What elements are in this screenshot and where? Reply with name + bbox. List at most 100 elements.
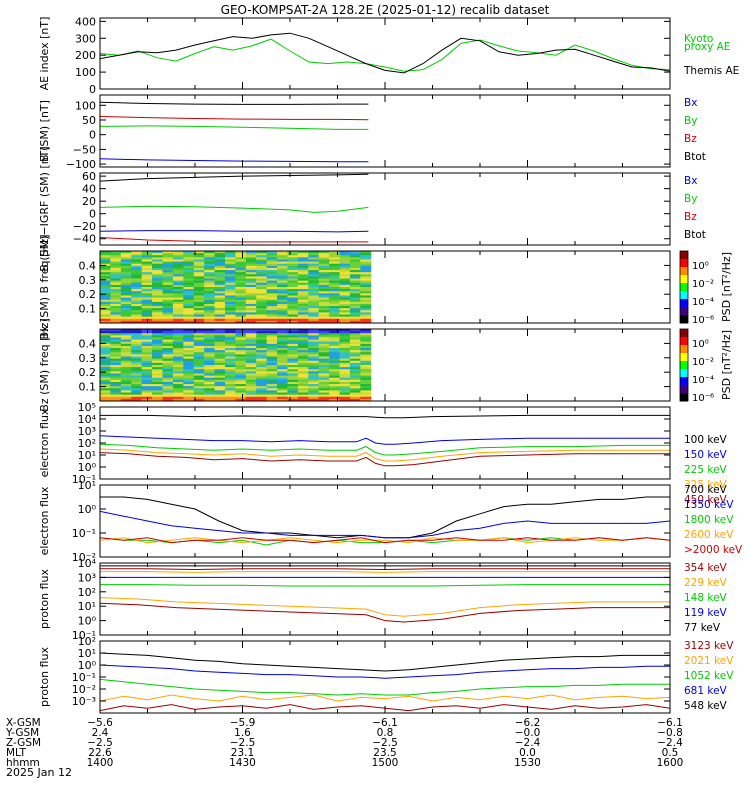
spectrogram-cell xyxy=(339,341,351,345)
spectrogram-cell xyxy=(318,295,330,299)
spectrogram-cell xyxy=(120,343,132,347)
spectrogram-cell xyxy=(214,310,226,313)
spectrogram-cell xyxy=(308,379,320,383)
spectrogram-cell xyxy=(120,287,132,290)
spectrogram-cell xyxy=(193,308,205,311)
spectrogram-cell xyxy=(349,335,361,338)
spectrogram-cell xyxy=(141,377,153,381)
spectrogram-cell xyxy=(360,348,372,351)
spectrogram-cell xyxy=(120,274,132,277)
spectrogram-cell xyxy=(183,333,195,336)
spectrogram-cell xyxy=(235,261,247,265)
spectrogram-cell xyxy=(308,312,320,316)
spectrogram-cell xyxy=(172,251,184,254)
spectrogram-cell xyxy=(339,348,351,351)
spectrogram-cell xyxy=(256,308,268,311)
spectrogram-cell xyxy=(339,289,351,292)
spectrogram-cell xyxy=(193,335,205,338)
spectrogram-cell xyxy=(360,255,372,258)
spectrogram-cell xyxy=(235,337,247,341)
spectrogram-cell xyxy=(318,329,330,332)
spectrogram-cell xyxy=(287,392,299,396)
series-line-kyoto xyxy=(100,38,670,72)
spectrogram-cell xyxy=(235,396,247,400)
spectrogram-cell xyxy=(183,280,195,284)
y-tick-label: 0.2 xyxy=(79,366,97,379)
spectrogram-cell xyxy=(235,354,247,358)
spectrogram-cell xyxy=(235,297,247,301)
spectrogram-cell xyxy=(266,253,278,256)
spectrogram-cell xyxy=(339,320,351,324)
spectrogram-cell xyxy=(100,261,111,265)
spectrogram-cell xyxy=(162,308,174,311)
spectrogram-cell xyxy=(277,257,288,260)
spectrogram-cell xyxy=(245,365,257,368)
spectrogram-cell xyxy=(193,377,205,381)
spectrogram-cell xyxy=(193,362,205,366)
spectrogram-cell xyxy=(235,358,247,362)
spectrogram-cell xyxy=(256,318,268,322)
spectrogram-cell xyxy=(141,367,153,370)
spectrogram-cell xyxy=(214,360,226,364)
spectrogram-cell xyxy=(329,255,341,258)
spectrogram-cell xyxy=(214,316,226,320)
spectrogram-cell xyxy=(277,362,288,366)
spectrogram-cell xyxy=(100,301,111,305)
spectrogram-cell xyxy=(141,392,153,396)
colorbar-tick-label: 10⁻⁶ xyxy=(692,393,714,404)
spectrogram-cell xyxy=(245,272,257,275)
spectrogram-cell xyxy=(110,299,122,303)
spectrogram-cell xyxy=(193,303,205,307)
spectrogram-cell xyxy=(214,386,226,389)
spectrogram-cell xyxy=(245,253,257,256)
y-tick-label: 10² xyxy=(78,635,96,648)
spectrogram-cell xyxy=(297,278,309,282)
spectrogram-cell xyxy=(256,314,268,318)
spectrogram-cell xyxy=(162,386,174,389)
spectrogram-cell xyxy=(100,289,111,292)
y-tick-label: 10⁻³ xyxy=(72,695,96,708)
spectrogram-cell xyxy=(204,257,216,260)
spectrogram-cell xyxy=(110,390,122,394)
spectrogram-cell xyxy=(183,293,195,296)
spectrogram-cell xyxy=(256,303,268,307)
legend-entry: 2600 keV xyxy=(684,529,734,541)
spectrogram-cell xyxy=(349,255,361,258)
spectrogram-cell xyxy=(214,379,226,383)
spectrogram-cell xyxy=(235,390,247,394)
spectrogram-cell xyxy=(100,297,111,301)
spectrogram-cell xyxy=(266,358,278,362)
spectrogram-cell xyxy=(120,259,132,263)
spectrogram-cell xyxy=(256,398,268,402)
spectrogram-cell xyxy=(172,333,184,336)
spectrogram-cell xyxy=(152,377,163,381)
spectrogram-cell xyxy=(256,293,268,296)
spectrogram-cell xyxy=(339,390,351,394)
spectrogram-cell xyxy=(277,267,288,271)
spectrogram-cell xyxy=(297,365,309,368)
spectrogram-cell xyxy=(204,320,216,324)
spectrogram-cell xyxy=(339,272,351,275)
spectrogram-cell xyxy=(224,367,236,370)
spectrogram-cell xyxy=(224,253,236,256)
spectrogram-cell xyxy=(277,343,288,347)
spectrogram-cell xyxy=(204,274,216,277)
spectrogram-cell xyxy=(339,365,351,368)
spectrogram-cell xyxy=(245,320,257,324)
y-tick-label: 10⁴ xyxy=(78,413,97,426)
spectrogram-cell xyxy=(110,270,122,273)
spectrogram-cell xyxy=(277,348,288,351)
spectrogram-cell xyxy=(297,356,309,360)
spectrogram-cell xyxy=(193,265,205,269)
spectrogram-cell xyxy=(204,295,216,299)
spectrogram-cell xyxy=(245,297,257,301)
spectrogram-cell xyxy=(131,251,143,254)
y-axis-label: proton flux xyxy=(38,569,51,629)
spectrogram-cell xyxy=(245,343,257,347)
spectrogram-cell xyxy=(256,360,268,364)
colorbar-label: PSD [nT²/Hz] xyxy=(720,252,733,322)
spectrogram-cell xyxy=(224,384,236,387)
spectrogram-cell xyxy=(256,371,268,374)
